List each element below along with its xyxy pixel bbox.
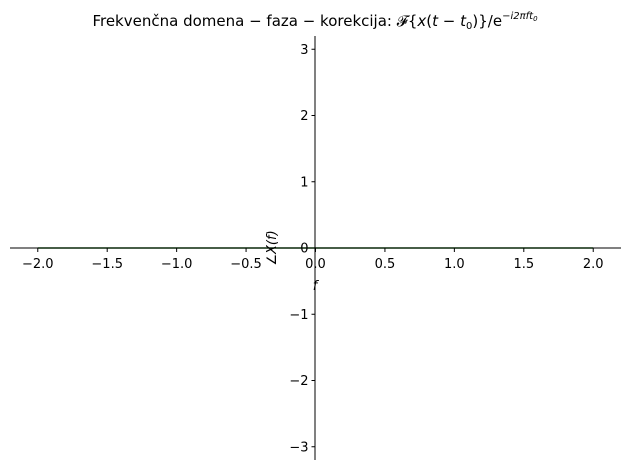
title-slash-e: /e xyxy=(488,12,502,30)
x-tick-label: 0.5 xyxy=(375,257,396,272)
x-tick-label: 0.0 xyxy=(305,257,326,272)
title-x: x xyxy=(416,12,426,30)
title-prefix: Frekvenčna domena − faza − korekcija: xyxy=(92,12,396,30)
title-paren-open: ( xyxy=(426,12,432,30)
y-tick-label: −3 xyxy=(289,440,308,455)
title-exponent-sub: 0 xyxy=(533,15,538,23)
y-tick-label: 2 xyxy=(300,109,308,124)
x-tick-label: 1.5 xyxy=(513,257,534,272)
title-fourier-symbol: 𝓕 xyxy=(397,12,411,30)
y-axis-label: ∠X(f) xyxy=(265,230,280,265)
x-axis-label: f xyxy=(313,279,320,294)
chart-title: Frekvenčna domena − faza − korekcija: 𝓕{… xyxy=(92,11,538,32)
x-tick-label: −1.5 xyxy=(91,257,123,272)
y-tick-label: −1 xyxy=(289,308,308,323)
title-rbrace: } xyxy=(478,12,488,30)
x-tick-label: −2.0 xyxy=(22,257,54,272)
y-tick-label: −2 xyxy=(289,374,308,389)
title-minus: − xyxy=(438,12,460,30)
title-paren-close: ) xyxy=(472,12,478,30)
title-t0: t xyxy=(460,12,467,30)
x-ticks: −2.0 −1.5 −1.0 −0.5 0.0 0.5 1.0 1.5 2.0 xyxy=(22,248,604,272)
y-ticks: −3 −2 −1 0 1 2 3 xyxy=(289,43,316,455)
y-tick-label: 0 xyxy=(300,242,308,257)
title-lbrace: { xyxy=(408,12,418,30)
x-tick-label: 2.0 xyxy=(583,257,604,272)
x-tick-label: −1.0 xyxy=(161,257,193,272)
x-tick-label: −0.5 xyxy=(230,257,262,272)
title-t0-sub: 0 xyxy=(466,21,472,32)
x-tick-label: 1.0 xyxy=(444,257,465,272)
y-tick-label: 3 xyxy=(300,43,308,58)
y-tick-label: 1 xyxy=(300,175,308,190)
title-exponent: −i2πft xyxy=(502,11,534,22)
title-t: t xyxy=(432,12,439,30)
